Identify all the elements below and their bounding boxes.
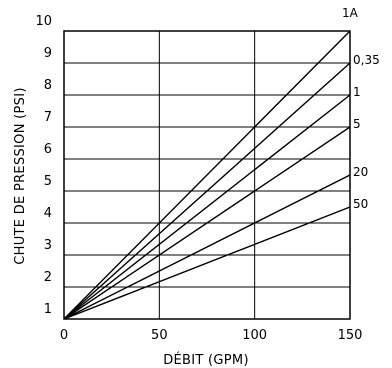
series-label-2: 1 [353,85,361,99]
y-tick-label: 2 [44,270,52,285]
x-axis-title: DÉBIT (GPM) [163,352,249,368]
series-labels: 1A 0,35 1 5 20 50 [342,6,380,211]
y-axis-title: CHUTE DE PRESSION (PSI) [13,87,28,265]
y-tick-label: 7 [44,110,52,125]
series-line-0 [63,30,351,320]
series-label-5: 50 [353,197,368,211]
x-tick-label: 0 [60,328,68,343]
series-lines [63,30,351,320]
x-tick-label: 50 [151,328,168,343]
y-tick-label: 5 [44,174,52,189]
series-label-4: 20 [353,165,368,179]
y-tick-label: 6 [44,142,52,157]
series-line-5 [63,206,351,320]
y-tick-label: 4 [44,206,52,221]
y-tick-label: 9 [44,46,52,61]
series-line-4 [63,174,351,320]
x-tick-label: 100 [242,328,267,343]
x-tick-label: 150 [338,328,363,343]
y-tick-label: 10 [35,14,52,29]
series-line-2 [63,94,351,320]
series-line-1 [63,62,351,320]
y-tick-label: 3 [44,238,52,253]
y-tick-label: 8 [44,78,52,93]
series-line-3 [63,126,351,320]
series-label-0: 1A [342,6,359,20]
series-label-3: 5 [353,117,361,131]
y-tick-label: 1 [44,302,52,317]
series-label-1: 0,35 [353,53,380,67]
